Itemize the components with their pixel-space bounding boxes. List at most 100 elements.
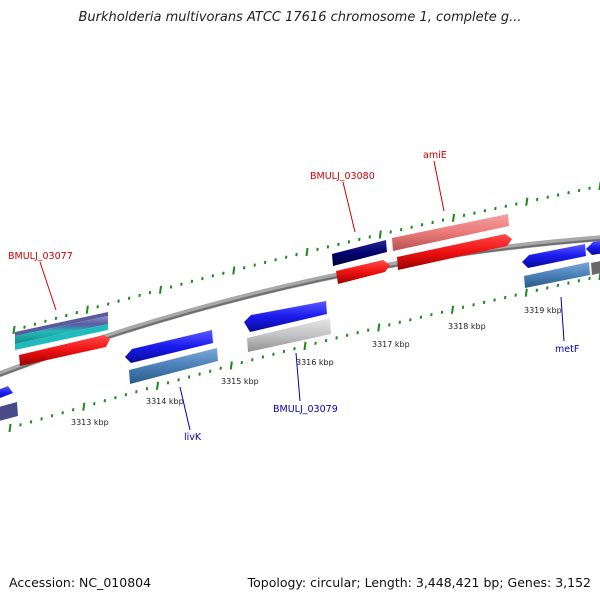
gene-labels: BMULJ_03077 BMULJ_03080 amiE livK BMULJ_… bbox=[8, 150, 579, 443]
tick-label-3315: 3315 kbp bbox=[221, 377, 259, 386]
map-title: Burkholderia multivorans ATCC 17616 chro… bbox=[78, 10, 522, 25]
minor-tick bbox=[410, 225, 413, 229]
minor-tick bbox=[65, 313, 68, 318]
major-tick bbox=[82, 402, 86, 411]
gene-bmulj-03077[interactable] bbox=[15, 312, 110, 366]
minor-tick bbox=[61, 411, 64, 415]
minor-tick bbox=[138, 293, 141, 298]
minor-tick bbox=[201, 276, 204, 281]
label-bmulj-03079: BMULJ_03079 bbox=[273, 404, 338, 415]
major-tick bbox=[303, 341, 307, 351]
minor-tick bbox=[388, 323, 391, 327]
minor-tick bbox=[96, 305, 99, 309]
minor-tick bbox=[145, 387, 149, 391]
minor-tick bbox=[441, 218, 445, 222]
minor-tick bbox=[127, 296, 131, 300]
minor-tick bbox=[482, 300, 486, 305]
minor-tick bbox=[577, 279, 581, 283]
minor-tick bbox=[546, 195, 549, 199]
minor-tick bbox=[243, 266, 246, 270]
minor-tick bbox=[114, 396, 117, 400]
major-tick bbox=[8, 423, 12, 433]
minor-tick bbox=[29, 420, 33, 424]
minor-tick bbox=[177, 378, 180, 382]
major-tick bbox=[155, 381, 160, 390]
minor-tick bbox=[169, 285, 173, 289]
gene-bmulj-03080[interactable] bbox=[332, 240, 390, 284]
major-tick bbox=[378, 230, 382, 239]
major-tick bbox=[229, 361, 233, 370]
minor-tick bbox=[556, 193, 560, 197]
minor-tick bbox=[515, 202, 518, 206]
label-amie: amiE bbox=[423, 150, 447, 161]
minor-tick bbox=[389, 230, 392, 234]
minor-tick bbox=[240, 360, 243, 365]
major-tick bbox=[450, 305, 455, 314]
minor-tick bbox=[400, 227, 403, 232]
minor-tick bbox=[93, 402, 96, 406]
minor-tick bbox=[461, 305, 465, 309]
minor-tick bbox=[419, 315, 423, 319]
minor-tick bbox=[284, 255, 288, 259]
minor-tick bbox=[135, 390, 138, 394]
minor-tick bbox=[209, 369, 212, 373]
minor-tick bbox=[253, 263, 256, 267]
minor-tick bbox=[504, 295, 507, 300]
major-tick bbox=[305, 247, 309, 257]
minor-tick bbox=[23, 325, 26, 329]
minor-tick bbox=[50, 414, 54, 418]
minor-tick bbox=[75, 310, 78, 315]
minor-tick bbox=[514, 293, 517, 297]
label-bmulj-03077: BMULJ_03077 bbox=[8, 251, 73, 262]
minor-tick bbox=[222, 271, 225, 275]
minor-tick bbox=[274, 258, 277, 262]
gene-livk[interactable] bbox=[125, 330, 218, 384]
label-bmulj-03080: BMULJ_03080 bbox=[310, 171, 375, 182]
minor-tick bbox=[472, 303, 475, 307]
minor-tick bbox=[33, 322, 37, 326]
minor-tick bbox=[295, 252, 298, 257]
major-tick bbox=[598, 181, 600, 191]
minor-tick bbox=[398, 320, 401, 324]
minor-tick bbox=[337, 242, 340, 247]
minor-tick bbox=[293, 347, 296, 351]
axis-labels: 3313 kbp 3314 kbp 3315 kbp 3316 kbp 3317… bbox=[71, 306, 562, 427]
minor-tick bbox=[72, 408, 75, 412]
minor-tick bbox=[324, 338, 328, 343]
minor-tick bbox=[588, 276, 591, 281]
outer-tick-track bbox=[12, 181, 600, 335]
minor-tick bbox=[504, 204, 507, 208]
topology-text: Topology: circular; Length: 3,448,421 bp… bbox=[247, 575, 591, 590]
minor-tick bbox=[117, 299, 120, 303]
major-tick bbox=[524, 288, 528, 297]
minor-tick bbox=[567, 281, 570, 285]
minor-tick bbox=[190, 279, 194, 284]
gene-amie[interactable] bbox=[392, 214, 512, 270]
gene-metf[interactable] bbox=[522, 244, 590, 288]
gene-partial-right[interactable] bbox=[586, 240, 600, 275]
minor-tick bbox=[107, 302, 110, 306]
tick-label-3316: 3316 kbp bbox=[296, 358, 334, 367]
minor-tick bbox=[356, 331, 359, 335]
minor-tick bbox=[54, 316, 58, 321]
label-metf: metF bbox=[555, 344, 579, 355]
accession-text: Accession: NC_010804 bbox=[9, 575, 152, 590]
gene-bmulj-03079[interactable] bbox=[244, 301, 331, 352]
minor-tick bbox=[493, 298, 496, 302]
minor-tick bbox=[588, 186, 591, 190]
minor-tick bbox=[272, 352, 275, 356]
minor-tick bbox=[335, 336, 338, 340]
minor-tick bbox=[567, 191, 570, 195]
minor-tick bbox=[166, 381, 170, 385]
minor-tick bbox=[44, 319, 47, 323]
minor-tick bbox=[124, 393, 128, 397]
label-livk: livK bbox=[184, 432, 202, 443]
minor-tick bbox=[148, 290, 152, 295]
minor-tick bbox=[198, 372, 201, 376]
minor-tick bbox=[211, 274, 214, 278]
minor-tick bbox=[261, 355, 265, 359]
minor-tick bbox=[314, 341, 317, 345]
minor-tick bbox=[546, 286, 549, 290]
gene-partial-left[interactable] bbox=[0, 386, 18, 422]
